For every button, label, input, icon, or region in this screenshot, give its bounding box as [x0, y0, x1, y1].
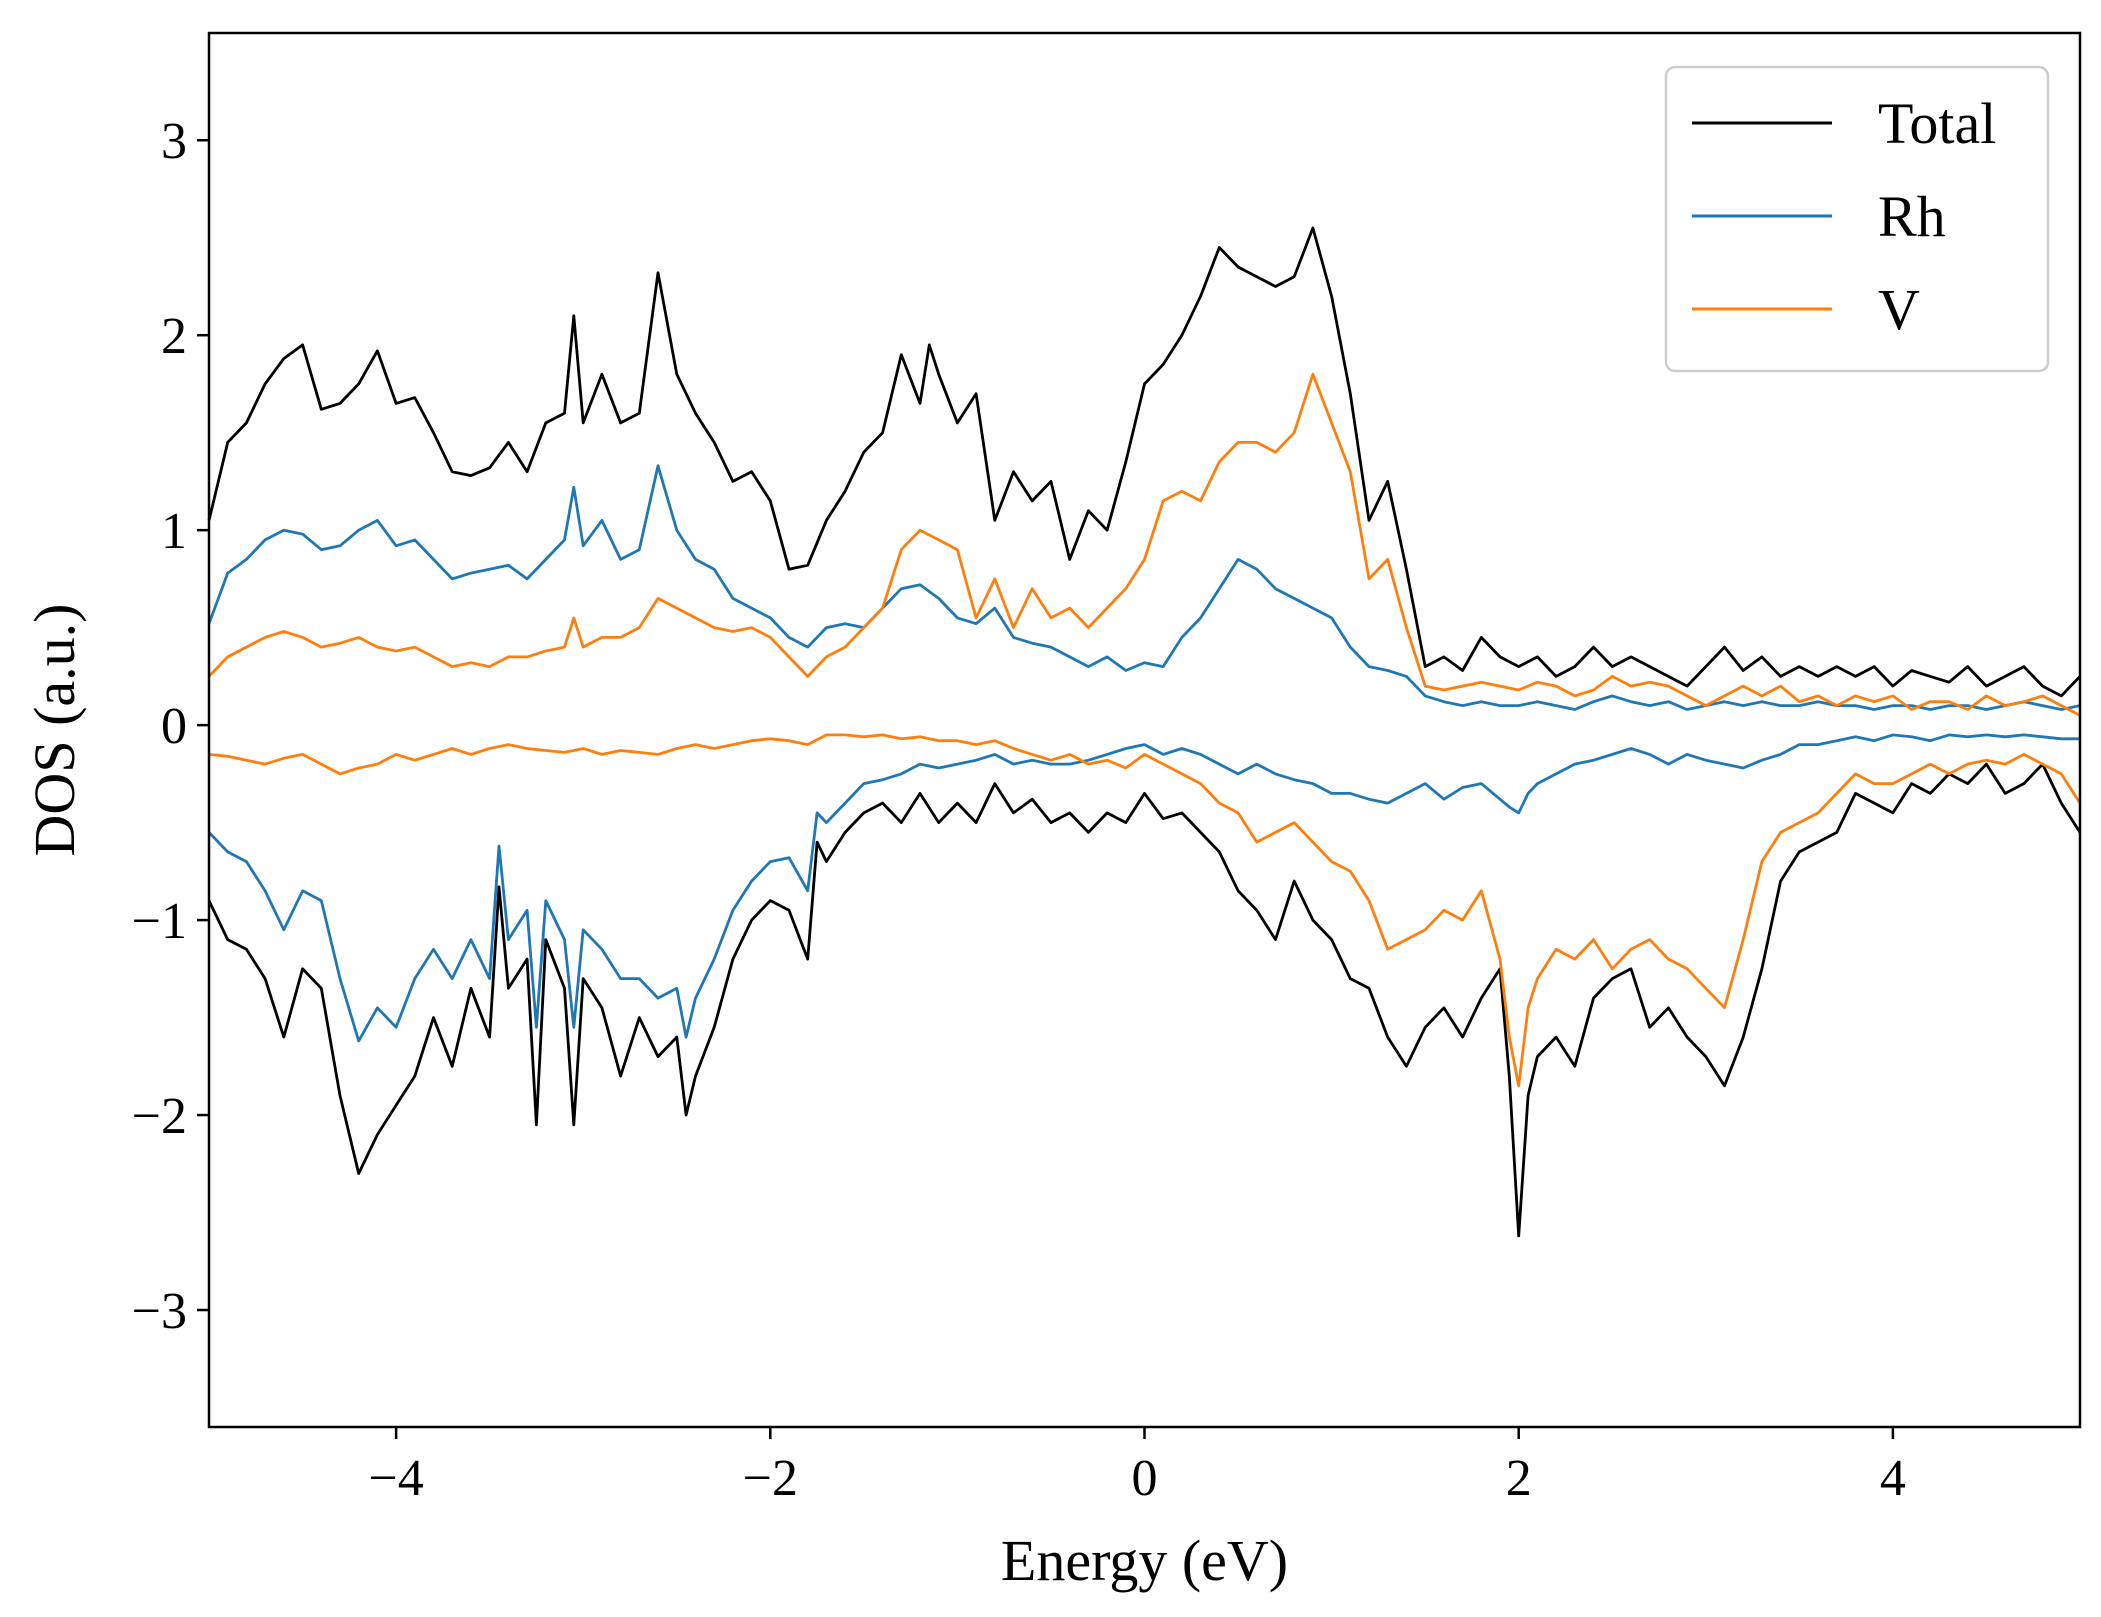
series-line-v-down: [208, 733, 2082, 1088]
ticks-layer: −4 −2 0 2 4 −3 −2 −1 0 1 2 3: [132, 113, 1906, 1507]
legend-label-total: Total: [1878, 91, 1996, 156]
y-axis-title: DOS (a.u.): [22, 604, 87, 857]
x-tick-label: 4: [1880, 1450, 1906, 1507]
y-tick-label: 3: [161, 113, 187, 170]
series-line-rh-down: [207, 733, 2080, 1043]
x-tick-label: 2: [1506, 1450, 1532, 1507]
legend-label-rh: Rh: [1878, 184, 1946, 249]
x-tick-label: −2: [743, 1450, 798, 1507]
y-tick-label: 0: [161, 698, 187, 755]
x-tick-label: −4: [368, 1450, 423, 1507]
plot-frame: [207, 31, 2082, 1429]
series-line-v-up: [207, 372, 2081, 717]
x-axis-title: Energy (eV): [1001, 1528, 1288, 1593]
series-line-total-down: [207, 762, 2082, 1238]
y-tick-label: 2: [161, 308, 187, 365]
y-tick-label: 1: [161, 503, 187, 560]
legend: Total Rh V: [1664, 65, 2050, 373]
y-tick-label: −3: [132, 1283, 187, 1340]
legend-box: [1664, 65, 2050, 373]
series-layer: [207, 226, 2082, 1238]
series-line-total-up: [207, 226, 2082, 698]
y-tick-label: −1: [132, 893, 187, 950]
legend-label-v: V: [1878, 277, 1920, 342]
x-tick-label: 0: [1132, 1450, 1158, 1507]
y-tick-label: −2: [132, 1088, 187, 1145]
series-line-rh-up: [207, 464, 2081, 711]
